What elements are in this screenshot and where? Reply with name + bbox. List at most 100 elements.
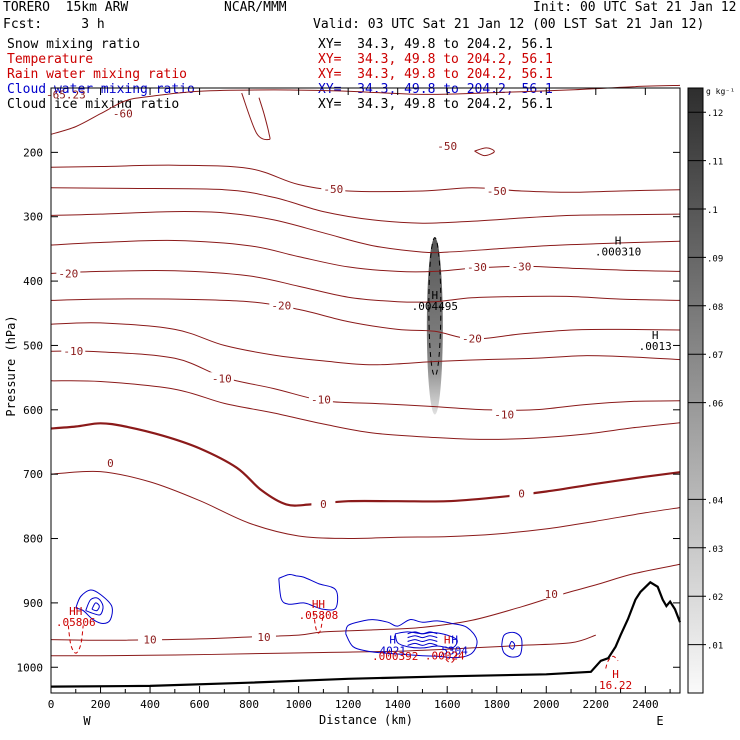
extremum-value: 5304: [441, 644, 468, 657]
cloud-water-wave-0: [407, 631, 438, 635]
plot-area: -60 -50 -50 -50 -30 -30 -20 -20 -20 -10 -10 -10 -10 0…: [46, 84, 682, 692]
cloud-water-far-east: [501, 631, 523, 658]
cloud-water-far-east-inner: [508, 640, 516, 650]
colorbar-tick-label: .02: [707, 593, 723, 603]
cloud-water-wave-2: [407, 639, 438, 643]
colorbar-tick-label: .08: [707, 303, 723, 313]
colorbar-ramp: [687, 87, 704, 694]
colorbar-tick-label: .11: [707, 158, 723, 168]
temp-label-bg-11: [308, 393, 333, 405]
temp-contour-label: -50: [487, 185, 507, 198]
x-tick-label: 1400: [384, 698, 411, 711]
x-tick-label: 1200: [335, 698, 362, 711]
x-tick-label: 800: [239, 698, 259, 711]
temp-contour-label: -10: [311, 394, 331, 407]
y-tick-label: 500: [23, 339, 43, 352]
field-xy-snow: XY= 34.3, 49.8 to 204.2, 56.1: [318, 37, 553, 52]
field-name-temperature: Temperature: [7, 52, 94, 67]
temp-label-bg-8: [459, 332, 484, 344]
x-tick-label: 600: [190, 698, 210, 711]
temp-label-bg-4: [464, 260, 489, 272]
cloud-water-wave-1: [407, 635, 438, 639]
extremum-marker: H: [444, 633, 451, 646]
field-xy-temperature: XY= 34.3, 49.8 to 204.2, 56.1: [318, 52, 553, 67]
cloud-water-west: [75, 589, 113, 625]
temp-label-bg-10: [209, 372, 234, 384]
extremum-marker: H: [432, 289, 439, 302]
x-tick-label: 1000: [285, 698, 312, 711]
extremum-value: .000392: [372, 650, 418, 663]
temp-contour-minus60-hook: [241, 92, 271, 141]
extremum-value: 4021: [379, 644, 406, 657]
temp-label-bg-13: [98, 457, 123, 469]
field-name-cloud-water: Cloud water mixing ratio: [7, 82, 195, 97]
colorbar-tick-label: .07: [707, 351, 723, 361]
temp-label-bg-0: [110, 107, 135, 119]
temp-contour-plus5: [50, 470, 681, 540]
temp-contour-label: 10: [545, 588, 558, 601]
colorbar-tick-label: .03: [707, 545, 723, 555]
temp-contour-label: -20: [462, 332, 482, 345]
temp-label-bg-2: [321, 183, 346, 195]
colorbar-tick-label: .06: [707, 400, 723, 410]
y-tick-label: 800: [23, 533, 43, 546]
colorbar-tick-label: .12: [707, 109, 723, 119]
x-tick-label: 200: [91, 698, 111, 711]
temp-contour-minus45: [50, 187, 681, 224]
field-name-cloud-ice: Cloud ice mixing ratio: [7, 97, 180, 112]
temp-contour-label: -20: [271, 300, 291, 313]
temp-contour-plus10: [50, 563, 681, 641]
temp-contour-label: 10: [257, 631, 270, 644]
terrain-line: [50, 580, 682, 688]
temp-contour-minus15: [50, 322, 681, 366]
temp-contour-label: -30: [467, 261, 487, 274]
temp-contour-label: 0: [107, 457, 114, 470]
cloud-water-wave-3: [407, 642, 438, 646]
cloud-water-west-inner1: [85, 597, 104, 616]
temp-label-bg-9: [61, 345, 86, 357]
temp-contour-minus60: [50, 84, 681, 135]
colorbar-tick-label: .04: [707, 496, 723, 506]
temp-label-bg-18: [251, 631, 276, 643]
x-east-label: E: [656, 714, 663, 728]
y-tick-label: 1000: [17, 661, 44, 674]
header-agency: NCAR/MMM: [224, 0, 287, 15]
temp-contour-label: 0: [320, 498, 327, 511]
cloud-water-west-inner2: [91, 602, 100, 612]
axes: 0 200 400 600 800 1000 1200 1400 1600 1800 2000 220…: [17, 87, 681, 711]
x-tick-label: 2000: [533, 698, 560, 711]
cloud-water-central: [278, 573, 339, 611]
rain-contour-central: [313, 612, 324, 634]
temp-contour-minus10: [50, 350, 681, 411]
field-xy-cloud-ice: XY= 34.3, 49.8 to 204.2, 56.1: [318, 97, 553, 112]
y-tick-label: 700: [23, 468, 43, 481]
extremum-marker: H: [612, 668, 619, 681]
field-name-rain: Rain water mixing ratio: [7, 67, 188, 82]
x-west-label: W: [83, 714, 91, 728]
extremum-value: .00024: [425, 650, 465, 663]
temp-contour-label: -10: [212, 372, 232, 385]
temp-contour-minus50-closed: [474, 147, 495, 157]
temp-label-bg-12: [492, 408, 517, 420]
extremum-value: .05808: [299, 609, 339, 622]
snow-plume: [426, 237, 443, 415]
temp-contour-zero: [50, 422, 681, 507]
temp-label-bg-5: [509, 260, 534, 272]
temp-contour-label: -50: [323, 183, 343, 196]
x-tick-label: 0: [48, 698, 55, 711]
temp-contour-label: -10: [494, 408, 514, 421]
rain-contour-west: [67, 625, 84, 654]
temp-contour-label: -30: [512, 260, 532, 273]
header-model: TORERO 15km ARW: [3, 0, 129, 15]
y-tick-label: 300: [23, 211, 43, 224]
y-tick-label: 200: [23, 146, 43, 159]
x-axis-label: Distance (km): [319, 713, 413, 727]
x-tick-label: 1600: [434, 698, 461, 711]
temp-contour-minus30: [50, 239, 681, 273]
temp-label-bg-3: [484, 184, 509, 196]
temp-label-bg-16: [539, 587, 564, 599]
extremum-marker: H: [451, 633, 458, 646]
field-name-snow: Snow mixing ratio: [7, 37, 141, 52]
extremum-value: -65.23: [46, 88, 86, 101]
